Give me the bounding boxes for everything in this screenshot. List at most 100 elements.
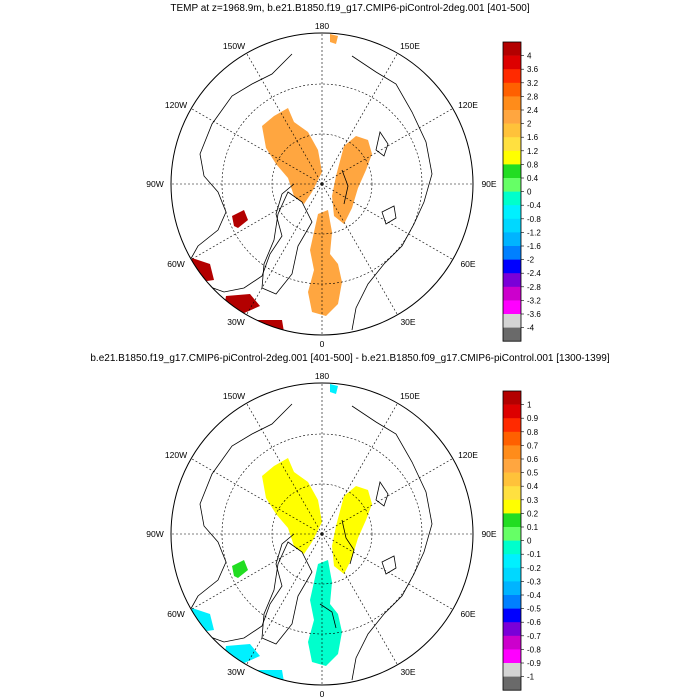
colorbar-label: 0.6 [527,455,539,464]
graticule-meridian [321,458,453,535]
graticule-meridian [191,183,323,260]
field-region-eurasian-basin [332,486,372,574]
colorbar-label: 0.3 [527,496,539,505]
colorbar-swatch [503,123,521,138]
colorbar-label: -1.6 [527,242,541,251]
colorbar-swatch [503,55,521,70]
field-region-north-atlantic-patch [224,294,260,314]
colorbar-label: 0.2 [527,509,539,518]
colorbar-swatch [503,110,521,124]
coastline-greenland [261,191,313,295]
colorbar-label: -0.7 [527,632,541,641]
graticule-meridian [321,183,453,260]
colorbar-label: 2 [527,120,532,129]
colorbar-label: 0.8 [527,160,539,169]
contour-line-atlantic [319,603,337,629]
lon-label-150E: 150E [400,41,420,51]
coastline-north-america [187,53,295,293]
colorbar-swatch [503,42,521,56]
lon-label-0: 0 [320,339,325,349]
colorbar-label: 0 [527,188,532,197]
colorbar-label: -3.2 [527,296,541,305]
lon-label-90E: 90E [481,529,496,539]
colorbar-swatch [503,663,521,677]
lon-label-30E: 30E [400,317,415,327]
colorbar-swatch [503,445,521,460]
colorbar-label: 1.2 [527,147,539,156]
colorbar-swatch [503,178,521,192]
field-region-baffin-patch [232,560,248,578]
field-region-north-atlantic-patch [224,644,260,664]
lon-label-120W: 120W [165,100,187,110]
colorbar-swatch [503,286,521,301]
colorbar-swatch [503,676,521,691]
colorbar-1: 4 3.6 3.2 2.8 2.4 2 1.6 1.2 0.8 0.4 0 -0.4 -0.8 -1.2 -… [502,41,541,342]
panel-2-map: 180 150W 150E 120W 120E 90W 90E 60W 60E … [146,371,497,699]
colorbar-label: -2.4 [527,269,541,278]
colorbar-swatch [503,486,521,501]
colorbar-swatch [503,82,521,97]
colorbar-swatch [503,164,521,179]
map-boundary [170,382,474,686]
colorbar-label: -0.5 [527,605,541,614]
colorbar-label: 3.2 [527,79,539,88]
field-region-labrador-patch [190,608,214,632]
lon-label-30E: 30E [400,667,415,677]
colorbar-label: 1.6 [527,133,539,142]
lon-label-150E: 150E [400,391,420,401]
lon-label-150W: 150W [223,41,245,51]
coastline-eurasia [351,405,433,681]
contour-line [341,519,355,565]
colorbar-swatch [503,205,521,220]
colorbar-label: -0.6 [527,618,541,627]
colorbar-label: 2.8 [527,92,539,101]
coastline-siberian-islands [375,130,397,225]
field-region-eurasian-basin [332,136,372,224]
lon-label-180: 180 [315,21,329,31]
graticule-meridian [246,183,323,315]
coastline-greenland [261,541,313,645]
lon-label-90W: 90W [146,529,163,539]
graticule-meridian [246,53,323,185]
colorbar-label: -4 [527,324,535,333]
graticule-meridian [321,108,453,185]
colorbar-swatch [503,431,521,446]
field-region-bering-patch [330,384,338,394]
field-region-central-arctic [262,458,322,554]
field-region-atlantic-inflow [308,210,342,316]
colorbar-swatch [503,137,521,152]
field-region-iceland-patch [254,670,284,682]
colorbar-swatch [503,300,521,315]
lon-label-120W: 120W [165,450,187,460]
lon-label-60W: 60W [167,259,184,269]
colorbar-label: -0.1 [527,550,541,559]
lon-label-120E: 120E [458,450,478,460]
field-region-bering-patch [330,34,338,44]
colorbar-swatch [503,635,521,650]
colorbar-swatch [503,232,521,247]
colorbar-swatch [503,391,521,405]
colorbar-swatch [503,404,521,419]
lon-label-180: 180 [315,371,329,381]
colorbar-label: -0.9 [527,659,541,668]
colorbar-swatch [503,314,521,328]
contour-line [341,169,349,205]
colorbar-swatch [503,459,521,473]
colorbar-swatch [503,246,521,260]
graticule-meridian [321,533,398,665]
graticule-meridian [191,533,323,610]
colorbar-label: 0.4 [527,174,539,183]
colorbar-label: 3.6 [527,65,539,74]
graticule-meridian [321,53,398,185]
colorbar-label: 0.4 [527,482,539,491]
coastline-siberian-islands [375,480,397,575]
colorbar-label: -0.4 [527,201,541,210]
colorbar-swatch [503,622,521,637]
lon-label-30W: 30W [227,317,244,327]
colorbar-swatch [503,472,521,487]
colorbar-swatch [503,567,521,582]
lon-label-30W: 30W [227,667,244,677]
colorbar-label: -0.2 [527,564,541,573]
colorbar-swatch [503,327,521,342]
